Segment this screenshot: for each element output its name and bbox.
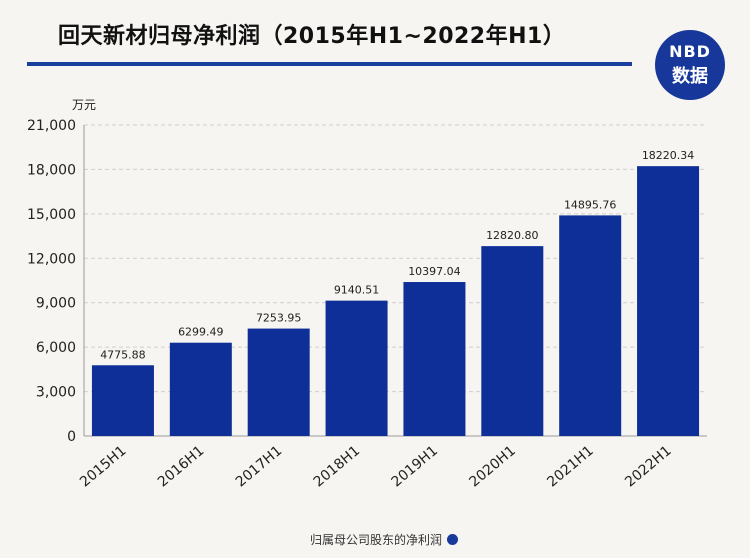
bar-value-label: 4775.88: [100, 348, 146, 361]
logo-text-data: 数据: [672, 66, 708, 87]
legend-marker: [447, 534, 459, 545]
y-tick-label: 18,000: [27, 162, 76, 178]
bar-value-label: 6299.49: [178, 326, 224, 339]
bar: [403, 282, 466, 436]
bar: [169, 342, 232, 436]
bar-value-label: 9140.51: [334, 284, 380, 297]
x-tick-label: 2022H1: [622, 443, 674, 491]
x-tick-label: 2019H1: [389, 443, 441, 491]
bar-value-label: 14895.76: [564, 198, 617, 211]
y-unit-label: 万元: [72, 98, 96, 112]
x-tick-label: 2020H1: [466, 443, 518, 491]
bar-value-label: 10397.04: [408, 265, 461, 278]
bar: [481, 246, 544, 436]
x-tick-label: 2015H1: [77, 443, 129, 491]
x-tick-label: 2021H1: [544, 443, 596, 491]
bar: [559, 215, 622, 436]
legend: 归属母公司股东的净利润: [310, 531, 459, 548]
y-tick-label: 15,000: [27, 207, 76, 223]
bar: [91, 365, 154, 436]
bar: [247, 328, 310, 436]
x-tick-label: 2017H1: [233, 443, 285, 491]
bar-value-label: 12820.80: [486, 229, 539, 242]
bar-value-label: 18220.34: [642, 149, 695, 162]
bar-value-label: 7253.95: [256, 312, 302, 325]
bar: [637, 166, 700, 436]
y-tick-label: 12,000: [27, 251, 76, 267]
title-underline: [27, 62, 632, 66]
chart-title: 回天新材归母净利润（2015年H1~2022年H1）: [58, 24, 566, 49]
bar: [325, 300, 388, 436]
logo-text-nbd: NBD: [669, 42, 711, 61]
y-tick-label: 0: [67, 429, 76, 445]
x-tick-label: 2018H1: [311, 443, 363, 491]
legend-label: 归属母公司股东的净利润: [310, 533, 443, 547]
y-tick-label: 21,000: [27, 118, 76, 134]
y-tick-label: 9,000: [36, 296, 76, 312]
x-tick-label: 2016H1: [155, 443, 207, 491]
nbd-logo: NBD 数据: [655, 30, 725, 100]
y-tick-label: 6,000: [36, 340, 76, 356]
y-tick-label: 3,000: [36, 385, 76, 401]
